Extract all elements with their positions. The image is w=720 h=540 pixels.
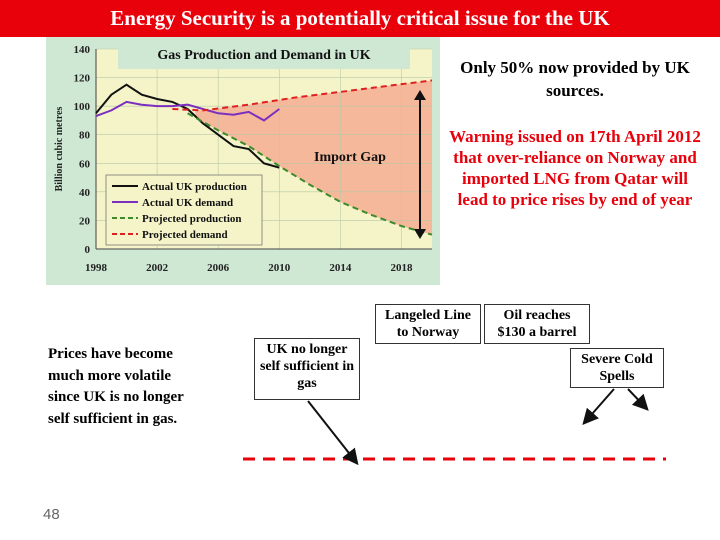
y-tick-label-100: 100 bbox=[74, 101, 91, 113]
series-line-1 bbox=[95, 100, 280, 122]
slide-title: Energy Security is a potentially critica… bbox=[110, 6, 610, 30]
page-number: 48 bbox=[43, 506, 60, 523]
legend-label-2: Projected production bbox=[142, 213, 242, 225]
y-tick-label-60: 60 bbox=[79, 158, 91, 170]
import-gap-area bbox=[195, 80, 432, 235]
legend-label-0: Actual UK production bbox=[142, 181, 247, 193]
import-gap-label: Import Gap bbox=[314, 150, 386, 165]
y-tick-label-0: 0 bbox=[85, 244, 91, 256]
legend-label-3: Projected demand bbox=[142, 229, 228, 241]
y-axis-label: Billion cubic metres bbox=[54, 106, 65, 191]
chart-title: Gas Production and Demand in UK bbox=[157, 48, 370, 63]
x-tick-label-2006: 2006 bbox=[207, 262, 230, 274]
x-tick-label-1998: 1998 bbox=[85, 262, 108, 274]
x-tick-label-2018: 2018 bbox=[390, 262, 413, 274]
gas-chart: 0 20 40 60 80 100 120 140 1998 2002 2006 2010 2014 20… bbox=[46, 37, 440, 285]
x-tick-label-2002: 2002 bbox=[146, 262, 169, 274]
arrow-uk-not-sufficient bbox=[307, 400, 359, 466]
legend-label-1: Actual UK demand bbox=[142, 197, 233, 209]
title-bar: Energy Security is a potentially critica… bbox=[0, 0, 720, 37]
arrow-cold-spell-left bbox=[582, 388, 615, 426]
y-tick-label-120: 120 bbox=[74, 73, 91, 85]
arrow-cold-spell-right bbox=[627, 388, 649, 411]
uk-not-sufficient-box: UK no longer self sufficient in gas bbox=[254, 338, 360, 400]
chart-title-bg bbox=[118, 41, 410, 69]
y-tick-label-140: 140 bbox=[74, 44, 91, 56]
gas-chart-svg: 0 20 40 60 80 100 120 140 1998 2002 2006 2010 2014 20… bbox=[54, 41, 433, 274]
cold-spells-box: Severe Cold Spells bbox=[570, 348, 664, 388]
y-tick-label-80: 80 bbox=[79, 130, 91, 142]
y-tick-label-20: 20 bbox=[79, 215, 91, 227]
series-line-3 bbox=[172, 79, 433, 112]
prices-text: Prices have become much more volatile si… bbox=[48, 346, 184, 427]
import-gap-arrow-bottom bbox=[414, 229, 426, 239]
y-tick-label-40: 40 bbox=[79, 187, 91, 199]
import-gap-arrow-top bbox=[414, 90, 426, 100]
langeled-box: Langeled Line to Norway bbox=[375, 304, 481, 344]
series-line-2 bbox=[187, 112, 433, 236]
x-tick-label-2014: 2014 bbox=[329, 262, 352, 274]
x-tick-label-2010: 2010 bbox=[268, 262, 291, 274]
oil-box: Oil reaches $130 a barrel bbox=[484, 304, 590, 344]
warning-text: Warning issued on 17th April 2012 that o… bbox=[449, 127, 701, 209]
only-50-text: Only 50% now provided by UK sources. bbox=[460, 58, 690, 100]
